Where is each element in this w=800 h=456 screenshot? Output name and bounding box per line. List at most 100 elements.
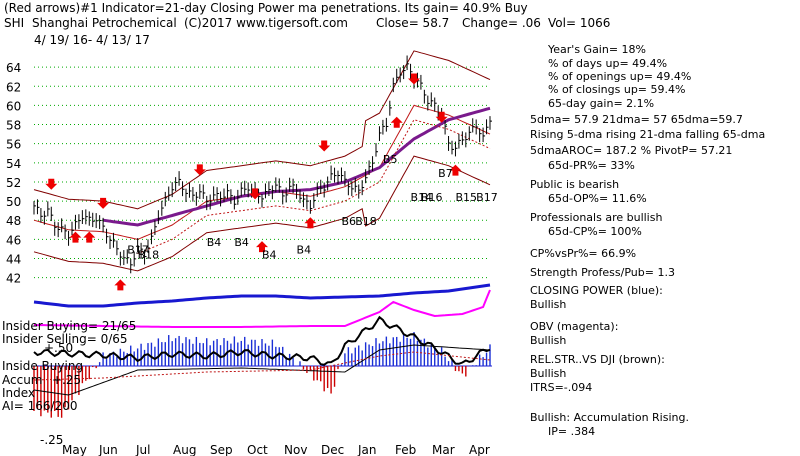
y-tick-label: 46: [6, 233, 21, 247]
stat-closing-power: CLOSING POWER (blue):: [530, 284, 663, 297]
stat-closing-power-val: Bullish: [530, 298, 567, 311]
accum-ma-line: [33, 344, 491, 396]
closing-power-line: [33, 283, 491, 308]
insider-buying: Insider Buying= 21/65: [2, 319, 136, 333]
stat-closings-up: % of closings up= 59.4%: [548, 83, 686, 96]
signal-label: B17: [476, 191, 498, 204]
stat-relstr: REL.STR..VS DJI (brown):: [530, 353, 665, 366]
signal-label: B4: [297, 244, 312, 257]
y-tick-label: 62: [6, 80, 21, 94]
up-arrow: [114, 279, 127, 291]
ma65-line: [102, 106, 491, 227]
stat-years-gain: Year's Gain= 18%: [548, 43, 646, 56]
down-arrow: [97, 197, 110, 209]
signal-label: B18: [355, 215, 377, 228]
stat-rising: Rising 5-dma rising 21-dma falling 65-dm…: [530, 128, 766, 141]
month-label: May: [62, 443, 87, 456]
dotted-ma-line: [137, 119, 491, 255]
company-name: Shanghai Petrochemical: [32, 16, 177, 30]
insider-selling: Insider Selling= 0/65: [2, 332, 128, 346]
up-arrow: [304, 217, 317, 229]
signal-label: B4: [262, 249, 277, 262]
accum-tick-plus50: +.50: [44, 341, 73, 355]
signal-label: B7: [438, 167, 453, 180]
up-arrow: [83, 231, 96, 243]
y-tick-label: 48: [6, 214, 21, 228]
stat-public: Public is bearish: [530, 178, 620, 191]
month-label: Sep: [210, 443, 233, 456]
relative-strength-line: [33, 315, 491, 366]
copyright: (C)2017 www.tigersoft.com: [184, 16, 348, 30]
month-label: Mar: [432, 443, 455, 456]
month-label: Apr: [469, 443, 490, 456]
month-label: Feb: [395, 443, 416, 456]
stat-openings-up: % of openings up= 49.4%: [548, 70, 692, 83]
accum-label: Accum: [2, 373, 43, 387]
stat-professionals: Professionals are bullish: [530, 211, 663, 224]
x-axis-months: May Jun Jul Aug Sep Oct Nov Dec Jan Feb Mar Apr: [62, 443, 490, 456]
header-indicator-line: (Red arrows)#1 Indicator=21-day Closing …: [4, 1, 528, 15]
signal-label: B4: [207, 236, 222, 249]
accumulation-histogram: [33, 332, 491, 418]
stat-days-up: % of days up= 49.4%: [548, 57, 668, 70]
month-label: Jul: [135, 443, 150, 456]
stat-dma: 5dma= 57.9 21dma= 57 65dma=59.7: [530, 113, 743, 126]
y-tick-label: 64: [6, 61, 21, 75]
y-tick-label: 56: [6, 138, 21, 152]
stats-panel: Year's Gain= 18% % of days up= 49.4% % o…: [528, 0, 800, 456]
change-value: Change= .06: [462, 16, 541, 30]
month-label: Jun: [98, 443, 118, 456]
signal-arrows: [45, 73, 462, 291]
index-label: Index: [2, 386, 35, 400]
stat-obv-val: Bullish: [530, 334, 567, 347]
y-tick-label: 58: [6, 119, 21, 133]
y-axis-ticks: 42 44 46 48 50 52 54 56 58 60 62 64: [6, 61, 21, 286]
signal-label: B17: [127, 244, 149, 257]
stat-op: 65d-OP%= 11.6%: [548, 192, 647, 205]
stat-aroc: 5dmaAROC= 187.2 % PivotP= 57.21: [530, 144, 733, 157]
month-label: Oct: [247, 443, 268, 456]
upper-band-line: [33, 50, 491, 210]
down-arrow: [435, 111, 448, 123]
accum-tick-plus25: +.25: [52, 373, 81, 387]
down-arrow: [193, 164, 206, 176]
signal-label: B4: [234, 236, 249, 249]
y-tick-label: 54: [6, 157, 21, 171]
signal-label: B5: [383, 153, 398, 166]
close-value: Close= 58.7: [376, 16, 449, 30]
down-arrow: [249, 188, 262, 200]
vol-value: Vol= 1066: [548, 16, 610, 30]
y-tick-label: 50: [6, 195, 21, 209]
y-tick-label: 44: [6, 253, 21, 267]
month-label: Aug: [173, 443, 196, 456]
lower-band-line: [33, 155, 491, 272]
signal-label: B14: [411, 191, 433, 204]
date-range: 4/ 19/ 16- 4/ 13/ 17: [34, 33, 150, 47]
down-arrow: [45, 178, 58, 190]
accum-dotted-line: [33, 351, 491, 381]
up-arrow: [390, 116, 403, 128]
y-tick-label: 60: [6, 99, 21, 113]
stat-relstr-val: Bullish: [530, 367, 567, 380]
price-bars: [33, 55, 492, 274]
down-arrow: [318, 140, 331, 152]
signal-label: B16: [421, 191, 443, 204]
up-arrow: [256, 241, 268, 253]
y-tick-label: 42: [6, 272, 21, 286]
month-label: Dec: [321, 443, 344, 456]
signal-label: B6: [341, 215, 356, 228]
month-label: Nov: [284, 443, 307, 456]
month-label: Jan: [357, 443, 377, 456]
stat-accum: Bullish: Accumulation Rising.: [530, 411, 689, 424]
stat-ip: IP= .384: [548, 425, 596, 438]
stat-65day-gain: 65-day gain= 2.1%: [548, 97, 655, 110]
signal-label: B15: [455, 191, 477, 204]
inside-buying-label: Inside Buying: [2, 359, 83, 373]
ticker: SHI: [4, 16, 24, 30]
y-tick-label: 52: [6, 176, 21, 190]
obv-line: [33, 289, 491, 328]
up-arrow: [449, 164, 462, 176]
up-arrow: [69, 231, 82, 243]
